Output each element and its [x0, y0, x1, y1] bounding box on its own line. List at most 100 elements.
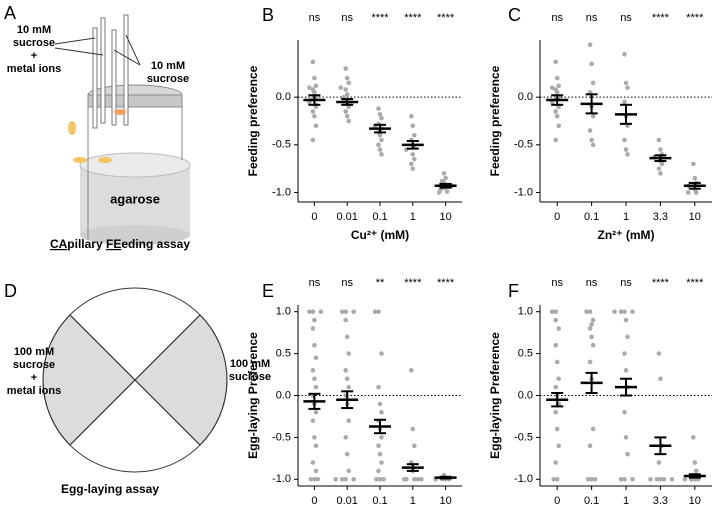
x-tick-label: 1: [623, 495, 629, 506]
data-point: [659, 161, 665, 167]
data-point: [310, 59, 316, 65]
data-point: [692, 460, 698, 465]
data-point: [658, 147, 663, 152]
data-point: [622, 137, 627, 143]
x-axis-label: Cu²⁺ (mM): [351, 228, 409, 242]
data-point: [625, 334, 630, 340]
data-point: [376, 142, 381, 148]
data-point: [658, 171, 663, 176]
data-point: [410, 152, 416, 157]
data-point: [553, 342, 558, 348]
data-point: [554, 113, 560, 119]
significance: ns: [586, 12, 598, 24]
data-point: [656, 351, 662, 356]
data-point: [694, 468, 699, 474]
label-line: 10 mM: [17, 24, 51, 36]
data-point: [377, 476, 383, 482]
data-point: [343, 435, 349, 440]
data-point: [312, 476, 317, 482]
data-point: [630, 309, 635, 315]
data-point: [343, 109, 349, 114]
data-point: [623, 368, 629, 373]
egg-laying-diagram: [42, 287, 228, 473]
data-point: [692, 175, 698, 181]
significance: ns: [551, 12, 563, 24]
caption-part: CA: [50, 237, 68, 251]
data-point: [312, 342, 317, 348]
x-tick-label: 0.01: [336, 495, 357, 506]
data-point: [654, 476, 660, 482]
x-tick-label: 0.1: [372, 495, 387, 506]
data-point: [554, 359, 560, 365]
data-point: [554, 75, 560, 81]
data-point: [551, 476, 556, 482]
label-line: +: [31, 50, 37, 62]
data-point: [313, 409, 319, 415]
data-point: [409, 368, 414, 373]
data-point: [622, 476, 627, 482]
data-point: [372, 309, 378, 315]
data-point: [377, 451, 383, 457]
data-point: [344, 334, 350, 340]
data-point: [412, 132, 417, 138]
y-tick-label: 0.0: [276, 389, 291, 401]
data-point: [587, 128, 593, 133]
data-point: [379, 115, 384, 121]
significance: ns: [620, 277, 632, 289]
data-point: [376, 384, 381, 390]
data-point: [623, 147, 629, 152]
data-point: [622, 409, 627, 415]
data-point: [307, 309, 312, 315]
data-point: [444, 189, 450, 194]
data-point: [410, 426, 416, 432]
data-point: [412, 476, 417, 482]
data-point: [310, 368, 316, 373]
data-point: [589, 334, 594, 340]
data-point: [376, 106, 381, 111]
data-point: [313, 443, 319, 449]
data-point: [346, 384, 352, 390]
caption-part: pillary: [67, 237, 106, 251]
data-point: [623, 317, 629, 323]
data-point: [589, 137, 594, 143]
data-point: [377, 132, 383, 138]
data-point: [339, 476, 345, 482]
data-point: [612, 309, 617, 315]
x-tick-label: 0.1: [584, 495, 599, 506]
data-point: [590, 317, 596, 323]
data-point: [694, 190, 699, 195]
data-point: [590, 80, 596, 86]
caption-part: FE: [106, 237, 121, 251]
data-point: [592, 476, 598, 482]
quadrant: [134, 314, 228, 446]
data-point: [379, 137, 384, 143]
y-axis-label: Feeding preference: [246, 65, 260, 176]
y-tick-label: 0.0: [518, 91, 533, 103]
data-point: [412, 156, 417, 162]
data-point: [310, 309, 316, 315]
panel-label: A: [4, 3, 16, 23]
data-point: [379, 435, 384, 440]
significance: ns: [309, 277, 321, 289]
data-point: [661, 476, 667, 482]
agarose-bottom: [80, 225, 190, 245]
data-point: [658, 376, 663, 382]
y-tick-label: 0.0: [518, 389, 533, 401]
data-point: [381, 476, 386, 482]
label-line: 100 mM: [230, 358, 270, 370]
data-point: [589, 321, 594, 327]
x-tick-label: 0: [311, 211, 317, 223]
data-point: [410, 166, 416, 171]
significance: ****: [437, 12, 455, 24]
data-point: [556, 83, 561, 89]
data-point: [374, 476, 379, 482]
data-point: [648, 476, 653, 482]
data-point: [625, 152, 630, 157]
pointer: [125, 34, 141, 66]
data-point: [333, 476, 339, 482]
significance: ns: [341, 12, 353, 24]
data-point: [590, 113, 596, 119]
significance: ****: [371, 12, 389, 24]
data-point: [623, 435, 629, 440]
panel-label: F: [508, 281, 519, 301]
